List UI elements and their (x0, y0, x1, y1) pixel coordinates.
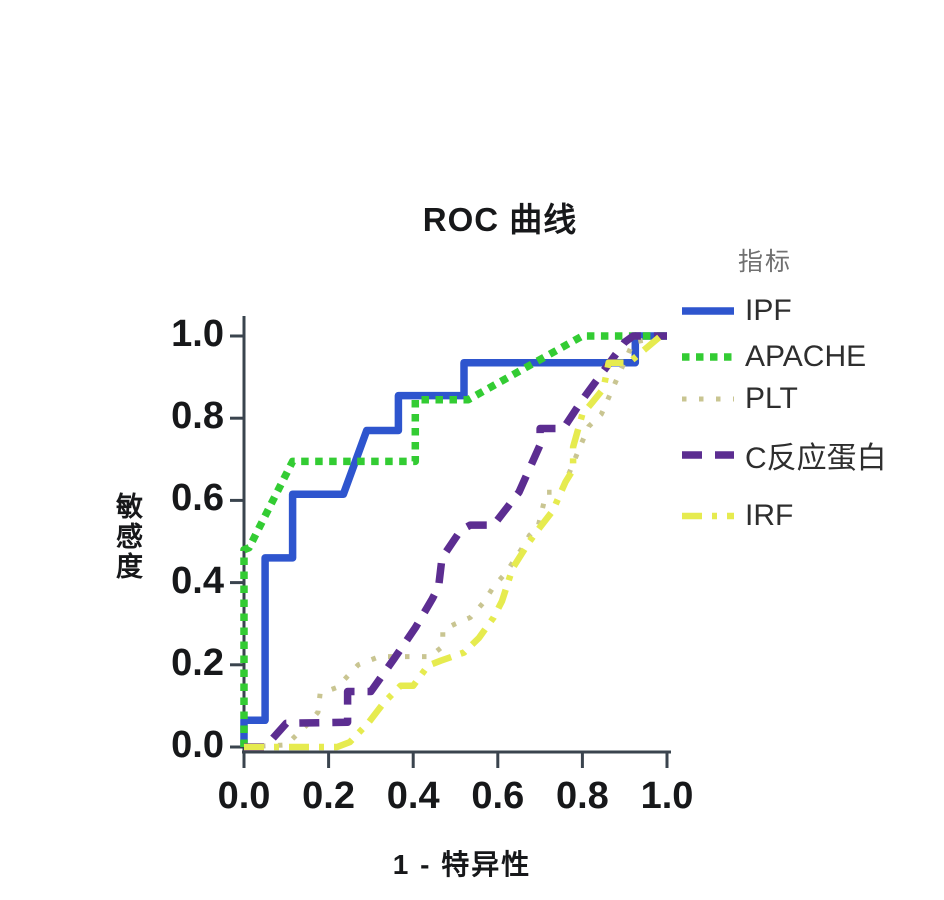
legend-swatch-ipf (682, 307, 734, 315)
x-axis-label: 1 - 特异性 (392, 849, 532, 880)
roc-curve-apache (240, 332, 667, 747)
x-tick-label: 0.8 (555, 775, 609, 817)
roc-curve-crp (244, 332, 667, 751)
x-tick-label: 0.0 (217, 775, 271, 817)
legend-label-plt: PLT (745, 382, 798, 415)
y-tick-label: 0.6 (171, 477, 224, 520)
chart-title: ROC 曲线 (422, 201, 578, 238)
x-tick-label: 0.2 (302, 775, 355, 817)
y-tick-label: 0.8 (171, 395, 224, 438)
y-tick-label: 0.0 (171, 724, 224, 766)
legend: 指标 IPF APACHE PLT C反应蛋白 IRF (680, 238, 938, 548)
x-tick-label: 1.0 (640, 775, 694, 817)
x-tick-label: 0.6 (471, 775, 525, 817)
legend-label-ipf: IPF (745, 294, 792, 327)
roc-curve-irf (244, 332, 667, 751)
legend-item-irf: IRF (680, 497, 793, 535)
y-tick-label: 1.0 (171, 313, 224, 355)
legend-swatch-plt (682, 396, 734, 402)
y-tick-label: 0.4 (171, 559, 224, 602)
x-tick-label: 0.4 (386, 775, 440, 817)
legend-label-irf: IRF (745, 499, 794, 532)
legend-item-crp: C反应蛋白 (680, 436, 887, 475)
legend-item-apache: APACHE (680, 338, 866, 376)
legend-item-ipf: IPF (680, 292, 792, 330)
legend-title: 指标 (738, 248, 793, 276)
legend-label-apache: APACHE (745, 340, 867, 373)
legend-swatch-irf (682, 512, 734, 520)
legend-swatch-crp (682, 451, 734, 459)
y-axis-label: 敏感度 (112, 492, 142, 582)
y-tick-label: 0.2 (171, 641, 224, 684)
legend-item-plt: PLT (680, 380, 798, 418)
legend-swatch-apache (682, 353, 734, 361)
roc-curve-ipf (240, 332, 667, 747)
legend-label-crp: C反应蛋白 (745, 442, 887, 475)
